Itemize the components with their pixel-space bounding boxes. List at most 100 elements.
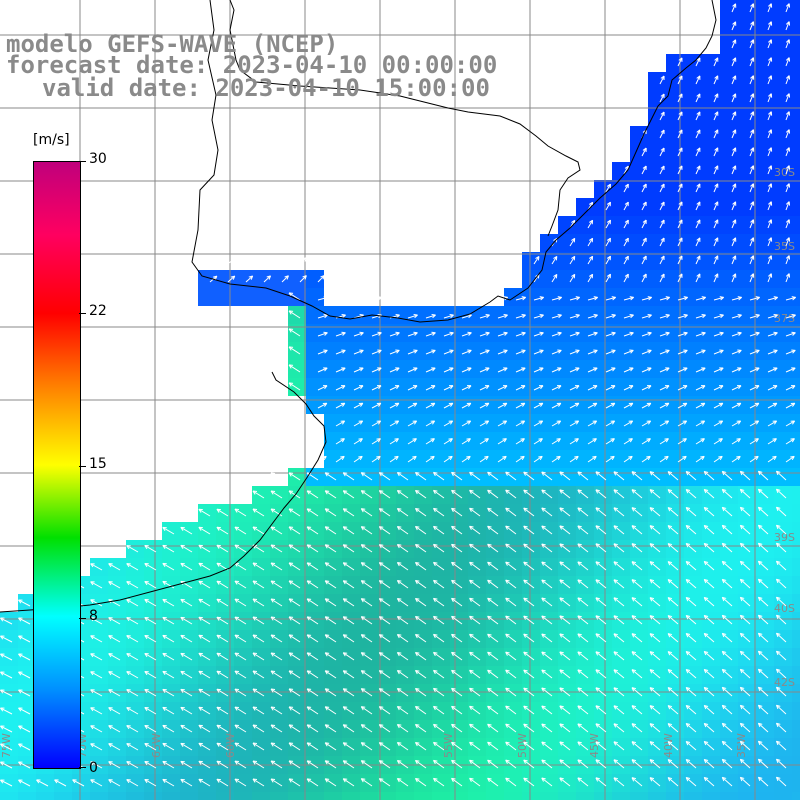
wind-arrow	[162, 706, 175, 715]
wind-arrow	[335, 385, 346, 391]
wind-arrow	[677, 201, 683, 211]
wind-arrow	[749, 313, 760, 319]
wind-arrow	[677, 420, 688, 427]
wind-arrow	[775, 614, 787, 625]
wind-arrow	[90, 653, 103, 661]
wind-arrow	[757, 578, 769, 589]
field-cell	[648, 90, 666, 108]
wind-arrow	[685, 561, 697, 571]
wind-arrow	[371, 438, 381, 445]
wind-arrow	[775, 758, 787, 769]
field-cell	[180, 522, 198, 540]
field-cell	[792, 360, 800, 378]
field-cell	[792, 666, 800, 684]
field-cell	[558, 450, 576, 468]
wind-arrow	[144, 544, 157, 553]
field-cell	[162, 558, 180, 576]
wind-arrow	[775, 578, 787, 589]
wind-arrow	[505, 615, 517, 625]
field-cell	[756, 126, 774, 144]
field-cell	[432, 324, 450, 342]
wind-arrow	[533, 438, 543, 445]
wind-arrow	[731, 385, 742, 391]
field-cell	[108, 702, 126, 720]
wind-arrow	[389, 438, 399, 445]
wind-arrow	[180, 760, 193, 769]
wind-arrow	[378, 778, 391, 787]
wind-arrow	[713, 385, 724, 391]
field-cell	[522, 540, 540, 558]
wind-arrow	[577, 507, 589, 517]
field-cell	[450, 702, 468, 720]
wind-arrow	[469, 525, 481, 535]
wind-arrow	[234, 688, 247, 697]
colorbar-tickmark	[79, 313, 86, 314]
field-cell	[756, 54, 774, 72]
wind-arrow	[785, 147, 791, 157]
field-cell	[342, 414, 360, 432]
wind-arrow	[515, 313, 526, 319]
field-cell	[252, 648, 270, 666]
wind-arrow	[270, 652, 283, 661]
field-cell	[522, 792, 540, 800]
wind-arrow	[785, 129, 791, 139]
wind-arrow	[342, 598, 355, 607]
field-cell	[216, 522, 234, 540]
field-cell	[756, 378, 774, 396]
field-cell	[270, 774, 288, 792]
field-cell	[522, 486, 540, 504]
field-cell	[90, 630, 108, 648]
wind-arrow	[577, 669, 589, 679]
field-cell	[234, 630, 252, 648]
wind-arrow	[623, 147, 629, 157]
wind-arrow	[631, 669, 643, 679]
wind-arrow	[451, 759, 463, 769]
field-cell	[396, 558, 414, 576]
wind-arrow	[559, 579, 571, 589]
wind-arrow	[677, 165, 683, 175]
wind-arrow	[451, 777, 463, 787]
wind-arrow	[631, 507, 643, 517]
colorbar-units: [m/s]	[33, 132, 70, 148]
wind-arrow	[162, 562, 175, 571]
field-cell	[180, 630, 198, 648]
wind-arrow	[433, 489, 445, 499]
wind-arrow	[371, 296, 382, 301]
wind-arrow	[360, 598, 373, 607]
wind-arrow	[605, 420, 616, 427]
field-cell	[558, 378, 576, 396]
wind-arrow	[270, 562, 283, 571]
wind-arrow	[677, 296, 688, 301]
wind-arrow	[631, 579, 643, 589]
colorbar-tickmark	[79, 161, 86, 162]
field-cell	[522, 396, 540, 414]
wind-arrow	[451, 507, 463, 517]
field-cell	[342, 360, 360, 378]
lon-label: 35W	[735, 733, 748, 758]
field-cell	[324, 738, 342, 756]
wind-arrow	[299, 275, 307, 283]
wind-arrow	[360, 580, 373, 589]
field-cell	[612, 342, 630, 360]
field-cell	[738, 54, 756, 72]
field-cell	[684, 378, 702, 396]
field-cell	[594, 396, 612, 414]
field-cell	[324, 306, 342, 324]
field-cell	[324, 540, 342, 558]
wind-arrow	[703, 596, 715, 607]
wind-arrow	[479, 296, 490, 301]
wind-arrow	[569, 237, 576, 247]
field-cell	[720, 108, 738, 126]
wind-arrow	[497, 438, 507, 445]
wind-arrow	[569, 313, 580, 319]
wind-arrow	[523, 705, 535, 715]
field-cell	[630, 360, 648, 378]
field-cell	[684, 396, 702, 414]
wind-arrow	[641, 438, 651, 445]
wind-arrow	[288, 634, 301, 643]
field-cell	[774, 270, 792, 288]
field-cell	[270, 558, 288, 576]
model-title: modelo GEFS-WAVE (NCEP)	[6, 30, 339, 58]
wind-arrow	[126, 617, 139, 625]
field-cell	[162, 522, 180, 540]
